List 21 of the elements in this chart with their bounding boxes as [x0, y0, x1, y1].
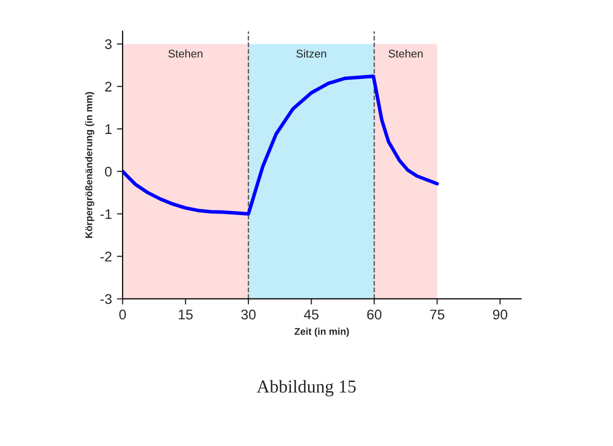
y-tick-label: 2	[105, 82, 112, 92]
band-label: Stehen	[168, 49, 202, 58]
y-tick-label: 1	[106, 124, 112, 134]
y-tick-label: -2	[100, 252, 112, 262]
line-series	[122, 74, 439, 216]
x-tick-label: 60	[367, 310, 382, 320]
y-tick-label: -1	[100, 209, 112, 219]
x-tick-label: 90	[493, 310, 508, 320]
x-tick-label: 30	[241, 310, 256, 320]
band-label: Sitzen	[296, 49, 326, 58]
y-tick-label: 0	[105, 166, 112, 177]
x-tick-label: 45	[304, 310, 318, 320]
y-axis-title: Körpergrößenänderung (in mm)	[85, 92, 94, 238]
y-tick-label: 3	[104, 39, 112, 50]
text: Abbildung 15	[256, 380, 356, 396]
x-tick-label: 0	[119, 310, 126, 320]
y-tick-label: -3	[100, 294, 112, 304]
x-tick-label: 15	[178, 310, 193, 320]
band-label: Stehen	[388, 49, 423, 58]
x-axis-title: Zeit (in min)	[294, 328, 349, 337]
x-tick-label: 75	[430, 310, 444, 320]
